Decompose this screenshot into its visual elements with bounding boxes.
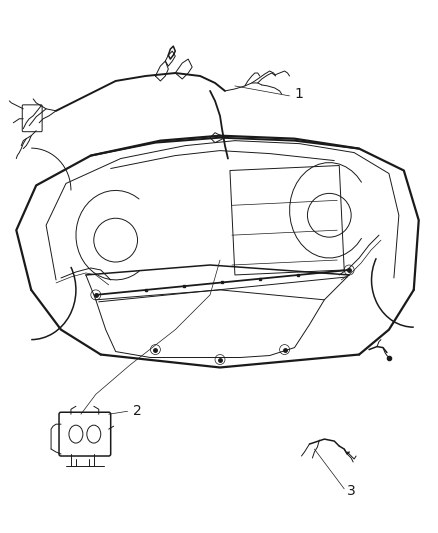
Text: 3: 3 <box>346 484 355 498</box>
Text: 1: 1 <box>294 87 303 101</box>
Text: 2: 2 <box>132 404 141 418</box>
